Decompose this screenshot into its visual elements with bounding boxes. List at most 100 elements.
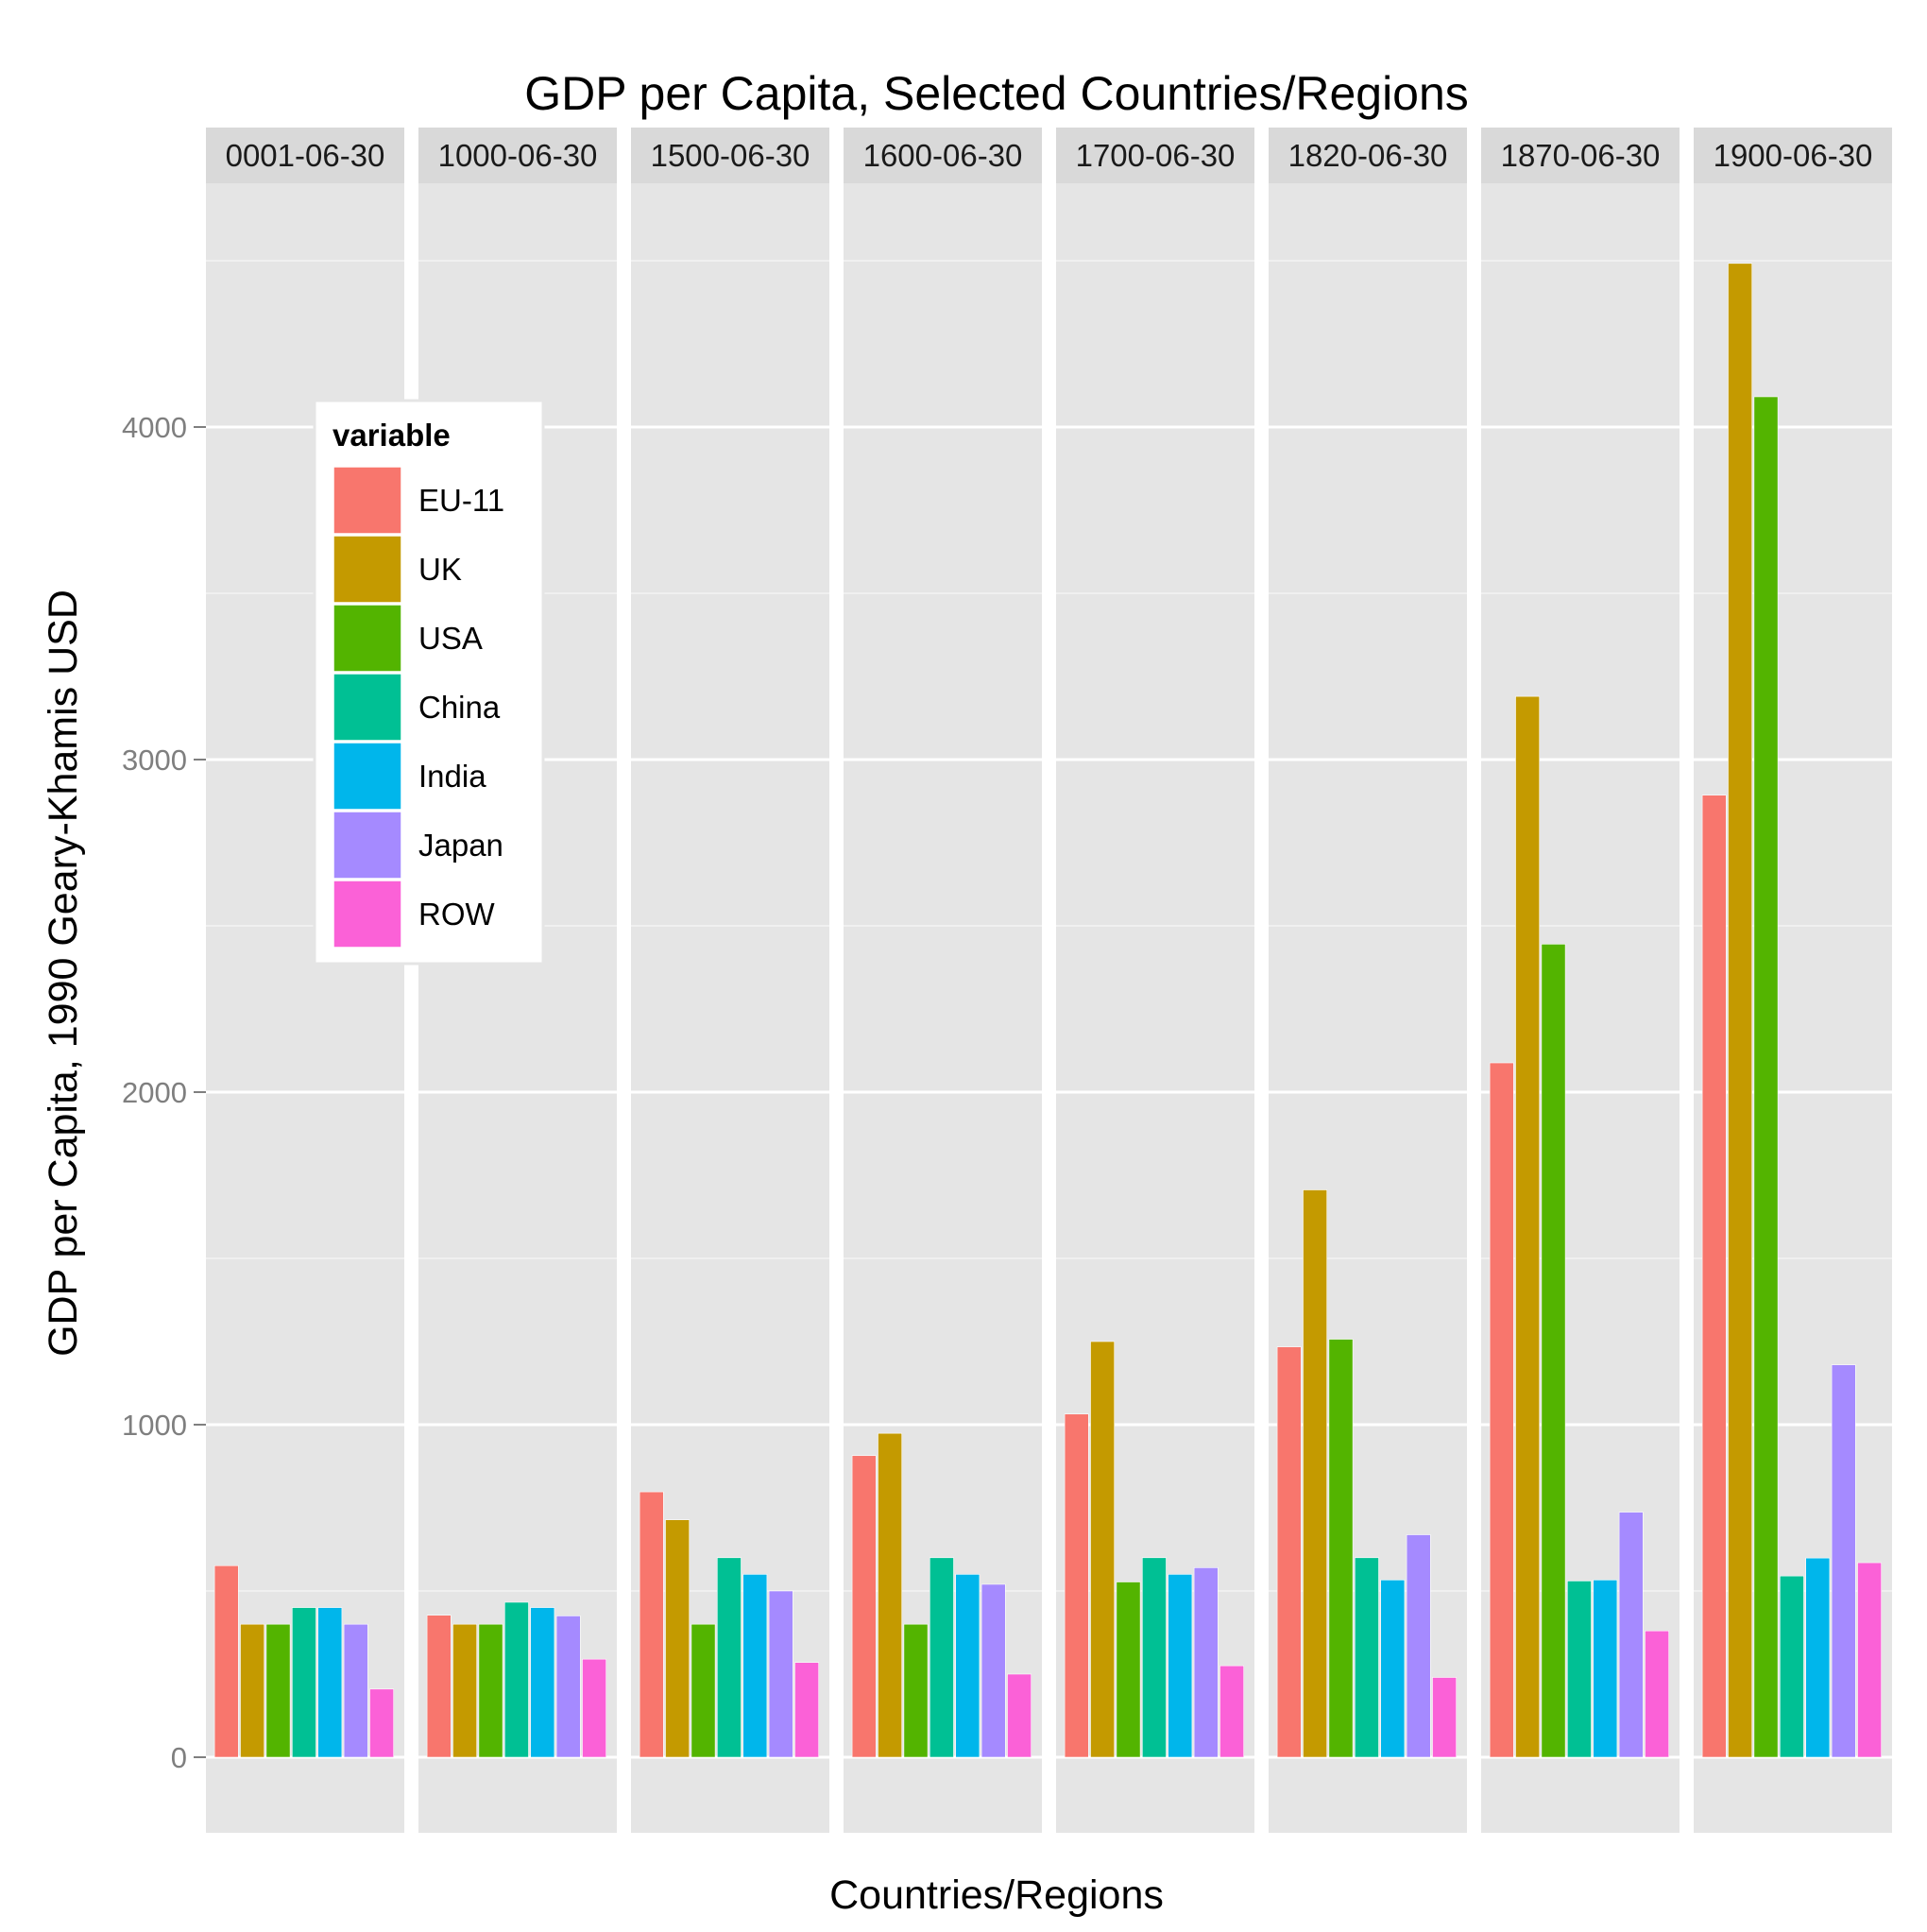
bar <box>1831 1364 1856 1758</box>
bar <box>1567 1581 1592 1758</box>
facet-label: 1870-06-30 <box>1501 138 1661 173</box>
bar <box>1489 1062 1514 1758</box>
facet-panel: 1870-06-30 <box>1481 128 1680 1833</box>
facet-label: 1600-06-30 <box>863 138 1023 173</box>
facet-panel: 1000-06-30 <box>418 128 617 1833</box>
bar <box>955 1574 981 1758</box>
bar <box>291 1607 316 1758</box>
bar <box>555 1616 581 1758</box>
facet-panel: 1600-06-30 <box>844 128 1042 1833</box>
legend-item: UK <box>332 534 462 605</box>
bar <box>369 1688 395 1758</box>
bar <box>981 1583 1006 1758</box>
facet-strip <box>1694 128 1892 183</box>
x-axis-title: Countries/Regions <box>829 1872 1164 1918</box>
legend-label: EU-11 <box>418 483 504 518</box>
legend-key <box>333 811 402 880</box>
facet-strip <box>418 128 617 183</box>
bar <box>1701 795 1727 1758</box>
legend-key <box>333 880 402 949</box>
bar <box>851 1455 877 1758</box>
legend-label: USA <box>418 621 483 656</box>
bar <box>1219 1665 1245 1758</box>
facet-panel: 1820-06-30 <box>1269 128 1467 1833</box>
bar <box>903 1623 929 1758</box>
bar <box>1193 1567 1219 1758</box>
bar <box>530 1607 555 1758</box>
y-tick-label: 2000 <box>122 1076 187 1109</box>
bar <box>503 1601 529 1758</box>
legend-key <box>333 742 402 811</box>
bar <box>1328 1339 1354 1758</box>
bar <box>1515 695 1541 1758</box>
legend-key <box>333 535 402 604</box>
bar <box>1432 1677 1458 1758</box>
bar <box>1857 1562 1883 1758</box>
bar <box>1064 1413 1089 1758</box>
legend-key <box>333 466 402 535</box>
bar <box>929 1557 954 1758</box>
bar <box>1645 1630 1670 1758</box>
bar <box>1593 1580 1618 1758</box>
panel-background <box>1481 183 1680 1833</box>
legend-item: EU-11 <box>332 465 504 536</box>
bar <box>1116 1582 1141 1758</box>
legend-label: UK <box>418 552 462 587</box>
bar <box>1142 1557 1167 1758</box>
facet-strip <box>206 128 404 183</box>
facet-label: 1000-06-30 <box>438 138 598 173</box>
bar <box>1276 1346 1302 1758</box>
bar <box>1805 1557 1831 1758</box>
bar <box>1303 1189 1328 1758</box>
legend-label: ROW <box>418 897 496 932</box>
bar <box>265 1623 291 1758</box>
bar <box>582 1658 607 1758</box>
y-tick-label: 0 <box>171 1741 187 1774</box>
facet-strip <box>631 128 829 183</box>
bar <box>1780 1575 1804 1758</box>
bar <box>452 1623 478 1758</box>
bar <box>794 1662 820 1758</box>
bar <box>1168 1574 1193 1758</box>
bar <box>716 1557 742 1758</box>
legend-key <box>333 604 402 673</box>
facet-panel: 1700-06-30 <box>1056 128 1254 1833</box>
legend-key <box>333 673 402 742</box>
bar <box>1406 1534 1431 1758</box>
legend-item: USA <box>332 603 483 674</box>
legend-label: India <box>418 759 486 794</box>
facet-panel: 1500-06-30 <box>631 128 829 1833</box>
y-tick-label: 1000 <box>122 1409 187 1442</box>
bar <box>1618 1512 1644 1758</box>
facet-panel: 0001-06-30 <box>206 128 404 1833</box>
bar <box>1380 1580 1406 1758</box>
bar <box>1728 263 1753 1758</box>
facet-panel: 1900-06-30 <box>1694 128 1892 1833</box>
bar <box>343 1623 368 1758</box>
bar <box>478 1623 503 1758</box>
y-tick-label: 3000 <box>122 744 187 777</box>
chart-title: GDP per Capita, Selected Countries/Regio… <box>524 67 1469 120</box>
legend-item: Japan <box>332 810 503 881</box>
bar <box>213 1564 239 1758</box>
bar <box>317 1607 343 1758</box>
facet-label: 1700-06-30 <box>1076 138 1236 173</box>
facet-strip <box>1269 128 1467 183</box>
bar <box>1090 1341 1116 1758</box>
bar <box>639 1491 664 1758</box>
facet-label: 0001-06-30 <box>226 138 385 173</box>
y-axis-title: GDP per Capita, 1990 Geary-Khamis USD <box>41 590 86 1357</box>
bar <box>1355 1557 1379 1758</box>
legend-title: variable <box>333 418 451 453</box>
y-axis: 0 1000 2000 3000 4000 <box>122 411 206 1774</box>
bar <box>240 1623 265 1758</box>
legend-label: Japan <box>418 828 503 863</box>
facet-strip <box>1056 128 1254 183</box>
bar <box>1007 1673 1032 1758</box>
bar <box>665 1519 691 1758</box>
bar <box>878 1432 903 1758</box>
facet-label: 1500-06-30 <box>651 138 810 173</box>
legend-label: China <box>418 690 501 725</box>
